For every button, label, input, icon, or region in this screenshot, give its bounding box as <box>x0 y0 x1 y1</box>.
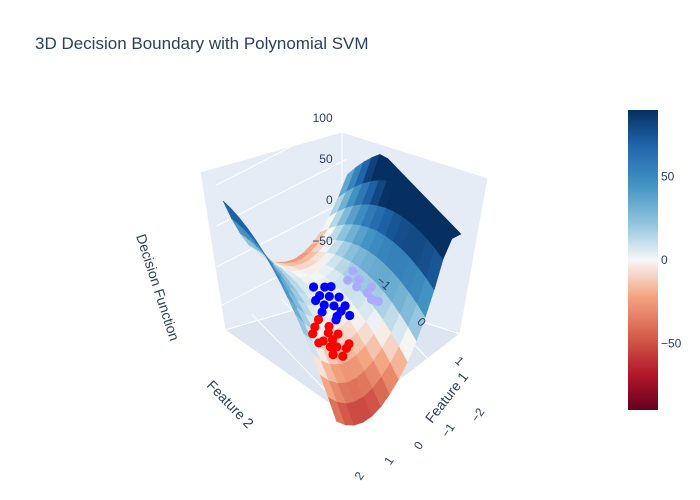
x-axis-ticks: −2 −1 012 <box>352 405 488 482</box>
z-axis-ticks: −50 0 50 100 <box>312 111 333 248</box>
colorbar-gradient <box>628 110 658 410</box>
colorbar-ticks: −50 0 50 <box>661 170 682 351</box>
decision-surface <box>222 153 462 426</box>
x-axis-title: Feature 1 <box>422 369 472 426</box>
data-points <box>308 266 383 361</box>
x-tick-label: −1 <box>438 420 457 439</box>
data-point-series0-13 <box>326 281 336 292</box>
z-tick-label: 100 <box>313 111 333 125</box>
data-point-series1-6 <box>373 296 383 306</box>
data-point-series2-14 <box>314 338 324 348</box>
z-tick-label: 0 <box>326 193 333 207</box>
data-point-series2-10 <box>324 321 334 332</box>
data-point-series1-2 <box>354 274 364 284</box>
data-point-series0-7 <box>340 301 350 311</box>
data-point-series0-1 <box>324 291 334 302</box>
data-point-series0-0 <box>334 292 344 302</box>
y-tick-label: 1 <box>452 354 467 369</box>
z-tick-label: 50 <box>319 152 333 166</box>
colorbar-tick-label: 50 <box>661 170 675 184</box>
y-axis-title: Feature 2 <box>204 377 257 431</box>
data-point-series0-2 <box>329 301 339 311</box>
colorbar: −50 0 50 <box>628 110 682 410</box>
grid-line-z-1 <box>216 199 347 268</box>
data-point-series2-7 <box>338 351 348 361</box>
colorbar-tick-label: 0 <box>661 253 668 267</box>
x-tick-label: 0 <box>411 439 427 453</box>
x-tick-label: −2 <box>468 405 487 424</box>
data-point-series0-5 <box>319 300 329 310</box>
data-point-series2-13 <box>344 339 354 349</box>
data-point-series2-9 <box>325 342 335 352</box>
colorbar-tick-label: −50 <box>661 336 682 350</box>
data-point-series2-8 <box>313 314 324 325</box>
data-point-series0-14 <box>331 315 341 325</box>
x-tick-label: 2 <box>352 469 368 483</box>
data-point-series0-9 <box>311 295 321 306</box>
z-tick-label: −50 <box>312 234 333 248</box>
grid-line-x-4 <box>221 329 344 455</box>
data-point-series2-12 <box>327 335 338 345</box>
data-point-series0-10 <box>308 282 319 292</box>
x-tick-label: 1 <box>381 454 397 468</box>
chart-title: 3D Decision Boundary with Polynomial SVM <box>35 34 369 53</box>
data-point-series2-11 <box>328 350 338 360</box>
grid-line-z-3 <box>216 117 347 186</box>
data-point-series2-5 <box>308 329 318 339</box>
data-point-series1-7 <box>348 266 358 276</box>
data-point-series0-11 <box>345 310 355 321</box>
data-point-series1-5 <box>343 275 353 285</box>
data-point-series1-1 <box>352 282 362 292</box>
surface-patch-195 <box>443 225 462 239</box>
data-point-series0-12 <box>317 307 327 317</box>
z-axis-title: Decision Function <box>133 232 183 343</box>
data-point-series1-4 <box>366 282 376 292</box>
grid-line-z-2 <box>216 158 347 227</box>
data-point-series2-6 <box>333 329 343 339</box>
